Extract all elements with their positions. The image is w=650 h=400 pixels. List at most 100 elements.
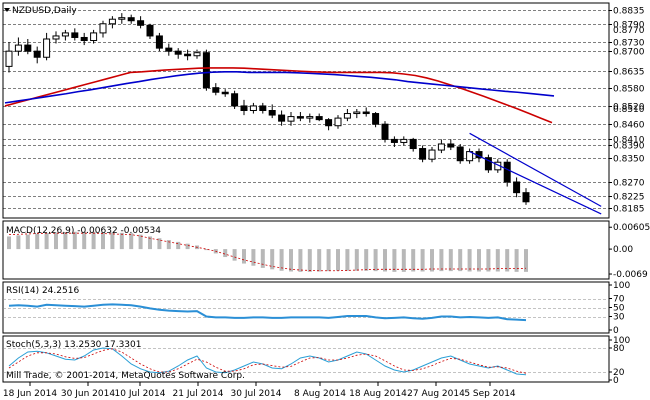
candle-body (24, 44, 32, 52)
macd-bar (138, 234, 143, 250)
candle-body (278, 114, 286, 122)
rsi-line (8, 303, 527, 322)
price-level-label: 0.8350 (613, 155, 645, 165)
candle-body (137, 20, 145, 26)
main-title-arrow-icon (4, 8, 10, 12)
candle-body (184, 53, 192, 57)
macd-bar (279, 249, 284, 271)
x-axis-label: 30 Jul 2014 (231, 389, 282, 399)
x-axis-label: 27 Aug 2014 (407, 389, 465, 399)
macd-bar (25, 234, 30, 250)
rsi-pane-frame (2, 281, 610, 334)
x-axis-label: 18 Aug 2014 (349, 389, 407, 399)
price-level-label: 0.8460 (613, 121, 645, 131)
rsi-axis-label: 70 (613, 295, 625, 305)
stoch-title: Stoch(5,3,3) 13.2530 17.3301 (6, 340, 141, 350)
macd-bar (430, 249, 434, 272)
macd-bar (392, 249, 397, 272)
macd-bar (223, 249, 228, 258)
macd-bar (524, 249, 528, 272)
macd-bar (448, 249, 453, 272)
macd-bar (129, 233, 134, 250)
macd-bar (336, 249, 340, 271)
candle-body (381, 123, 389, 140)
candle-body (33, 50, 41, 58)
candle-body (343, 113, 351, 119)
macd-bar (326, 249, 331, 272)
candle-body (325, 119, 333, 127)
candle-body (484, 157, 492, 171)
macd-bar (101, 232, 105, 250)
candle-body (419, 148, 427, 160)
macd-bar (166, 240, 171, 250)
macd-axis-label: -0.0069 (613, 270, 648, 280)
price-level-label: 0.8700 (613, 48, 645, 58)
price-level-label: 0.8185 (613, 205, 645, 215)
macd-bar (35, 233, 40, 250)
candle-body (14, 44, 22, 52)
macd-bar (317, 249, 322, 272)
candle-body (315, 116, 323, 121)
rsi-axis-label: 30 (613, 313, 625, 323)
candle-body (522, 192, 530, 203)
macd-bar (477, 249, 481, 272)
price-level-label: 0.8635 (613, 68, 645, 78)
price-level-label: 0.8580 (613, 85, 645, 95)
macd-bar (157, 238, 162, 250)
macd-bar (176, 241, 181, 250)
macd-bar (204, 249, 209, 251)
macd-bar (148, 236, 152, 250)
stoch-main-line (8, 347, 527, 376)
macd-bar (16, 235, 21, 250)
x-axis-label: 5 Sep 2014 (464, 389, 516, 399)
macd-title: MACD(12,26,9) -0.00632 -0.00534 (6, 226, 161, 236)
candle-body (71, 32, 79, 38)
macd-bar (251, 249, 256, 266)
candle-body (503, 161, 511, 183)
macd-bar (420, 249, 425, 272)
x-axis-label: 21 Jul 2014 (173, 389, 224, 399)
rsi-axis-label: 0 (613, 326, 619, 336)
stoch-signal-line (8, 348, 527, 374)
macd-bar (364, 249, 369, 271)
macd-bar (91, 231, 96, 250)
candle-body (165, 47, 173, 52)
macd-bar (270, 249, 275, 270)
price-level-label: 0.8730 (613, 39, 645, 49)
macd-bar (260, 249, 265, 268)
candle-body (61, 32, 69, 37)
stoch-pane-frame (2, 335, 610, 383)
macd-bar (82, 231, 87, 250)
rsi-axis-label: 100 (613, 281, 630, 291)
x-axis-label: 30 Jun 2014 (61, 389, 115, 399)
macd-bar (289, 249, 293, 272)
x-axis-label: 10 Jul 2014 (115, 389, 166, 399)
channel-upper-line (469, 132, 602, 207)
stoch-axis-label: 100 (613, 336, 630, 346)
stoch-axis-label: 20 (613, 368, 625, 378)
price-level-label: 0.8410 (613, 136, 645, 146)
macd-bar (467, 249, 472, 272)
ma-red-line (4, 67, 553, 124)
price-minor-label: 0.8510 (613, 105, 645, 115)
candle-body (400, 138, 408, 143)
candle-body (127, 17, 135, 22)
candle-body (456, 146, 464, 162)
candle-body (212, 87, 220, 93)
macd-bar (411, 249, 416, 272)
candle-body (259, 105, 267, 112)
candle-body (221, 91, 229, 95)
candle-body (249, 105, 257, 112)
candle-body (362, 111, 370, 115)
macd-axis-label: 0.00605 (613, 223, 650, 233)
candle-body (390, 138, 398, 143)
channel-lower-line (469, 151, 602, 215)
price-level-label: 0.8270 (613, 179, 645, 189)
macd-bar (185, 243, 190, 250)
candle-body (428, 149, 436, 160)
copyright-text: Mill Trade, © 2001-2014, MetaQuotes Soft… (6, 371, 245, 381)
macd-bar (72, 231, 77, 250)
macd-bar (495, 249, 500, 272)
macd-bar (232, 249, 237, 261)
